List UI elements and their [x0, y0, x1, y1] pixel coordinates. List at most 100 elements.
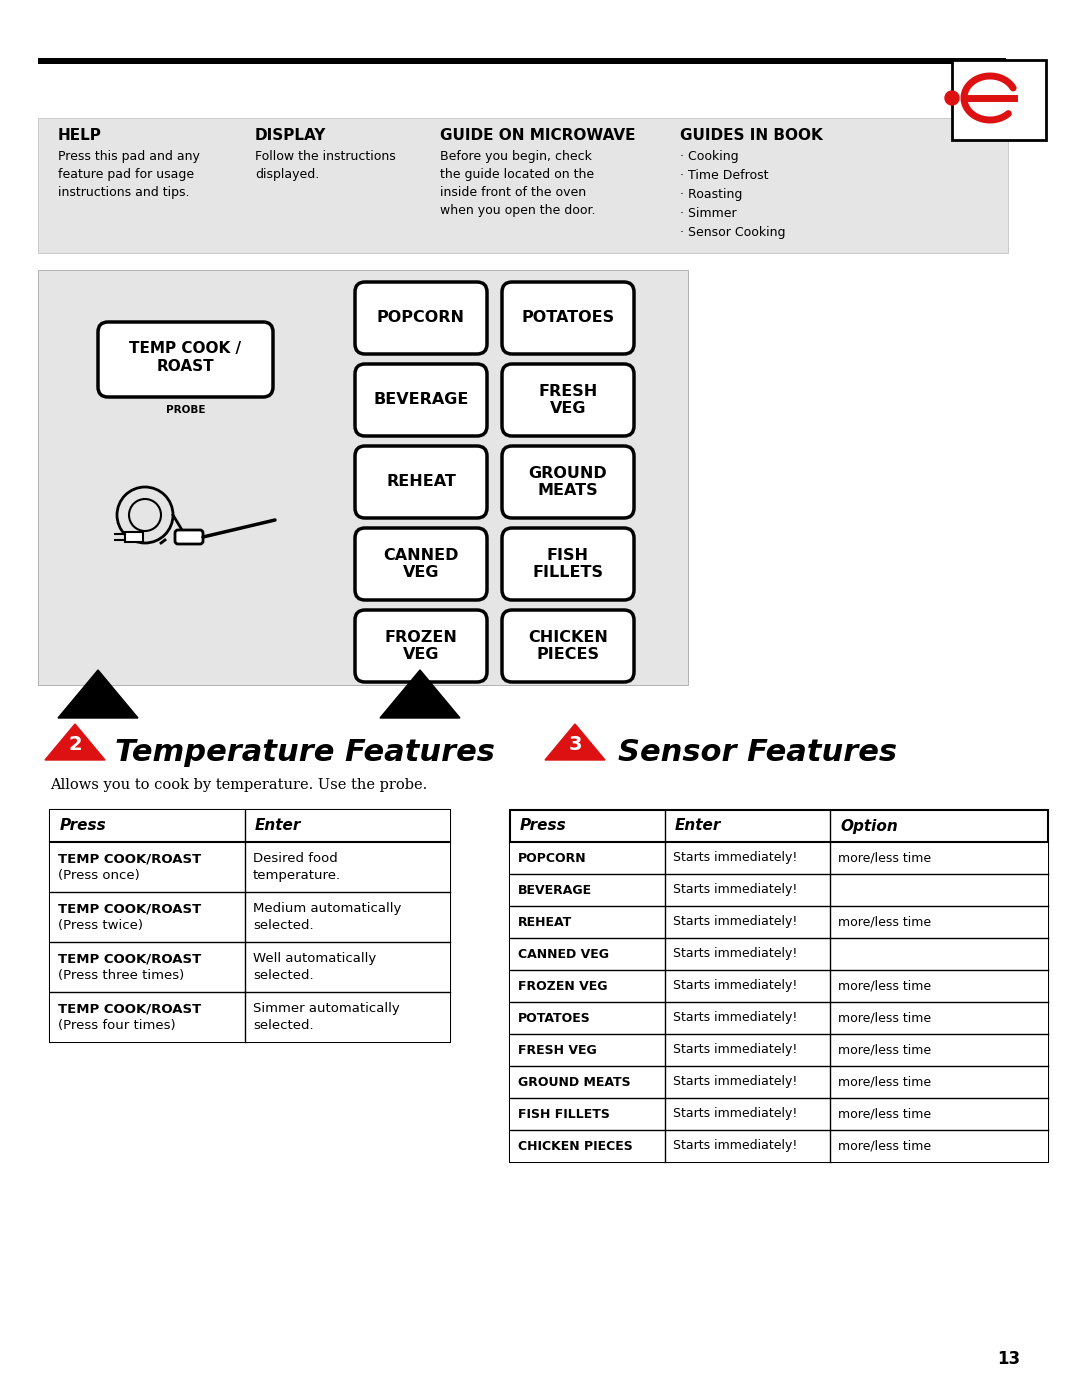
Text: (Press twice): (Press twice): [58, 919, 143, 932]
Text: FROZEN VEG: FROZEN VEG: [518, 979, 607, 992]
Text: · Time Defrost: · Time Defrost: [680, 169, 769, 182]
Bar: [510, 1034, 1048, 1066]
FancyBboxPatch shape: [355, 610, 487, 682]
Text: Starts immediately!: Starts immediately!: [673, 947, 797, 961]
Bar: [50, 942, 450, 992]
Text: Option: Option: [840, 819, 897, 834]
Text: POTATOES: POTATOES: [522, 310, 615, 326]
Text: GROUND MEATS: GROUND MEATS: [518, 1076, 631, 1088]
Text: more/less time: more/less time: [838, 1076, 931, 1088]
Text: FRESH
VEG: FRESH VEG: [538, 384, 597, 416]
FancyBboxPatch shape: [355, 282, 487, 353]
FancyBboxPatch shape: [502, 446, 634, 518]
Text: more/less time: more/less time: [838, 1044, 931, 1056]
Text: more/less time: more/less time: [838, 1011, 931, 1024]
Text: Starts immediately!: Starts immediately!: [673, 915, 797, 929]
Text: more/less time: more/less time: [838, 1140, 931, 1153]
Text: (Press four times): (Press four times): [58, 1018, 176, 1032]
Text: · Simmer: · Simmer: [680, 207, 737, 219]
Text: Enter: Enter: [675, 819, 721, 834]
Bar: [38, 270, 688, 685]
Polygon shape: [58, 671, 138, 718]
Text: Starts immediately!: Starts immediately!: [673, 1044, 797, 1056]
Text: selected.: selected.: [253, 970, 313, 982]
Text: BEVERAGE: BEVERAGE: [374, 393, 469, 408]
Text: Desired food: Desired food: [253, 852, 338, 865]
Text: selected.: selected.: [253, 1018, 313, 1032]
Text: Press: Press: [519, 819, 567, 834]
FancyBboxPatch shape: [502, 610, 634, 682]
FancyBboxPatch shape: [502, 365, 634, 436]
Bar: [510, 1098, 1048, 1130]
Bar: [510, 970, 1048, 1002]
Text: POPCORN: POPCORN: [518, 852, 586, 865]
Bar: [510, 907, 1048, 937]
Text: Press this pad and any
feature pad for usage
instructions and tips.: Press this pad and any feature pad for u…: [58, 149, 200, 198]
Text: FRESH VEG: FRESH VEG: [518, 1044, 597, 1056]
Polygon shape: [45, 724, 105, 760]
Text: Temperature Features: Temperature Features: [114, 738, 495, 767]
Text: selected.: selected.: [253, 919, 313, 932]
Bar: [38, 59, 1005, 64]
Text: BEVERAGE: BEVERAGE: [518, 883, 592, 897]
Text: REHEAT: REHEAT: [518, 915, 572, 929]
Text: (Press three times): (Press three times): [58, 970, 185, 982]
Text: Starts immediately!: Starts immediately!: [673, 883, 797, 897]
Text: PROBE: PROBE: [165, 405, 205, 415]
Text: Starts immediately!: Starts immediately!: [673, 1076, 797, 1088]
Bar: [951, 60, 1047, 140]
Text: CANNED VEG: CANNED VEG: [518, 947, 609, 961]
FancyBboxPatch shape: [175, 529, 203, 543]
FancyBboxPatch shape: [502, 282, 634, 353]
FancyBboxPatch shape: [355, 365, 487, 436]
Bar: [38, 117, 1008, 253]
Bar: [510, 1066, 1048, 1098]
Polygon shape: [545, 724, 605, 760]
Text: more/less time: more/less time: [838, 1108, 931, 1120]
Text: Press: Press: [60, 819, 107, 834]
Text: · Sensor Cooking: · Sensor Cooking: [680, 226, 785, 239]
Bar: [510, 1130, 1048, 1162]
Text: POTATOES: POTATOES: [518, 1011, 591, 1024]
Text: Well automatically: Well automatically: [253, 951, 376, 965]
Bar: [510, 937, 1048, 970]
Text: (Press once): (Press once): [58, 869, 139, 882]
Text: POPCORN: POPCORN: [377, 310, 465, 326]
Bar: [510, 875, 1048, 907]
Text: temperature.: temperature.: [253, 869, 341, 882]
Text: TEMP COOK/ROAST: TEMP COOK/ROAST: [58, 902, 201, 915]
Text: TEMP COOK/ROAST: TEMP COOK/ROAST: [58, 951, 201, 965]
Bar: [50, 842, 450, 893]
Text: Simmer automatically: Simmer automatically: [253, 1002, 400, 1016]
Text: TEMP COOK /
ROAST: TEMP COOK / ROAST: [130, 341, 242, 374]
Bar: [125, 532, 143, 542]
Text: FISH
FILLETS: FISH FILLETS: [532, 548, 604, 580]
Text: 3: 3: [568, 735, 582, 753]
Text: REHEAT: REHEAT: [386, 475, 456, 489]
Text: Sensor Features: Sensor Features: [618, 738, 897, 767]
Text: Starts immediately!: Starts immediately!: [673, 852, 797, 865]
Bar: [50, 893, 450, 942]
Bar: [510, 842, 1048, 875]
Bar: [50, 992, 450, 1042]
FancyBboxPatch shape: [98, 321, 273, 397]
Text: Medium automatically: Medium automatically: [253, 902, 402, 915]
Text: HELP: HELP: [58, 129, 102, 142]
Text: Follow the instructions
displayed.: Follow the instructions displayed.: [255, 149, 395, 182]
FancyBboxPatch shape: [355, 528, 487, 599]
FancyBboxPatch shape: [502, 528, 634, 599]
Text: Starts immediately!: Starts immediately!: [673, 1140, 797, 1153]
Bar: [510, 1002, 1048, 1034]
Text: GUIDES IN BOOK: GUIDES IN BOOK: [680, 129, 823, 142]
Text: Starts immediately!: Starts immediately!: [673, 1011, 797, 1024]
Text: Enter: Enter: [255, 819, 301, 834]
Circle shape: [945, 91, 959, 105]
Text: TEMP COOK/ROAST: TEMP COOK/ROAST: [58, 852, 201, 865]
Text: CHICKEN
PIECES: CHICKEN PIECES: [528, 630, 608, 662]
Text: GROUND
MEATS: GROUND MEATS: [528, 465, 607, 499]
Text: more/less time: more/less time: [838, 979, 931, 992]
Text: 13: 13: [997, 1350, 1020, 1368]
Text: · Roasting: · Roasting: [680, 189, 742, 201]
Polygon shape: [380, 671, 460, 718]
Text: more/less time: more/less time: [838, 915, 931, 929]
